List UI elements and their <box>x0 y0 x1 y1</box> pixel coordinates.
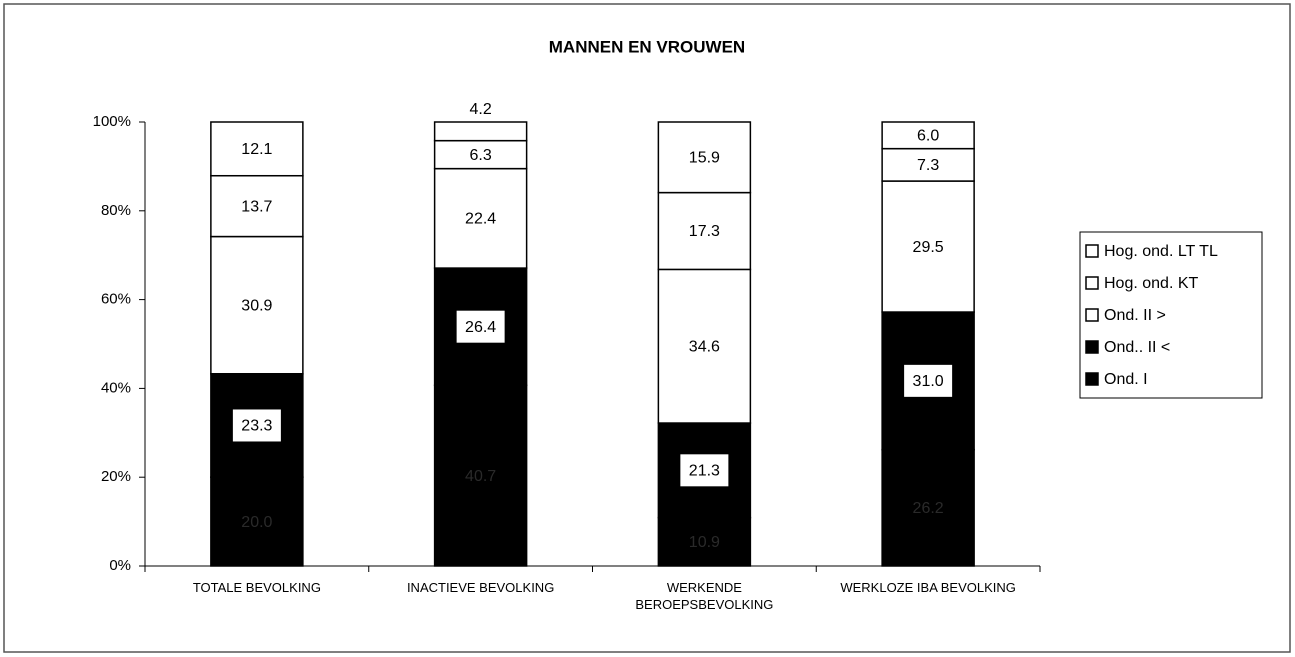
data-label: 34.6 <box>689 338 720 355</box>
legend-swatch <box>1085 244 1099 258</box>
data-label: 13.7 <box>241 198 272 215</box>
data-label: 12.1 <box>241 141 272 158</box>
bar-segment <box>433 167 528 269</box>
legend-label: Hog. ond. LT TL <box>1104 243 1218 260</box>
y-tick-label: 20% <box>101 468 131 485</box>
data-label: 26.2 <box>913 500 944 517</box>
bar-segment <box>657 191 752 271</box>
label-box <box>232 409 281 442</box>
y-tick-label: 100% <box>93 113 131 130</box>
data-label: 10.9 <box>689 534 720 551</box>
bar-segment <box>881 121 975 150</box>
chart-title: MANNEN EN VROUWEN <box>549 37 745 56</box>
data-label: 29.5 <box>913 239 944 256</box>
legend-swatch <box>1085 340 1099 354</box>
bar-segment <box>881 147 975 182</box>
legend-label: Ond. I <box>1104 371 1148 388</box>
y-tick-label: 40% <box>101 379 131 396</box>
bar-segment <box>210 476 304 567</box>
y-tick-label: 80% <box>101 202 131 219</box>
bar-segment <box>657 268 752 424</box>
bar-segment <box>210 121 304 177</box>
legend-label: Ond. II > <box>1104 307 1166 324</box>
bar-segment <box>433 121 528 142</box>
data-label: 7.3 <box>917 157 939 174</box>
data-label: 6.3 <box>470 147 492 164</box>
bar-segment <box>881 180 975 313</box>
legend-label: Hog. ond. KT <box>1104 275 1199 292</box>
bar-segment <box>433 384 528 567</box>
legend-swatch <box>1085 276 1099 290</box>
data-label: 30.9 <box>241 297 272 314</box>
x-tick-label: WERKLOZE IBA BEVOLKING <box>840 580 1016 595</box>
legend-box <box>1079 231 1263 399</box>
data-label: 6.0 <box>917 128 939 145</box>
y-tick-label: 0% <box>109 557 131 574</box>
data-label: 22.4 <box>465 211 496 228</box>
frame <box>3 3 1291 653</box>
data-label: 40.7 <box>465 468 496 485</box>
data-label: 4.2 <box>470 101 492 118</box>
bar-segment <box>657 121 752 194</box>
x-tick-label: INACTIEVE BEVOLKING <box>406 580 555 595</box>
data-label: 17.3 <box>689 223 720 240</box>
label-box <box>456 310 505 343</box>
data-label: 26.4 <box>465 319 496 336</box>
bar-segment <box>433 139 528 170</box>
data-label: 21.3 <box>689 463 720 480</box>
y-tick-label: 60% <box>101 291 131 308</box>
data-label: 31.0 <box>913 373 944 390</box>
data-label: 20.0 <box>241 514 272 531</box>
bar-segment <box>881 448 975 567</box>
label-box <box>680 454 729 487</box>
x-tick-label: TOTALE BEVOLKING <box>192 580 321 595</box>
data-label: 15.9 <box>689 150 720 167</box>
legend-swatch <box>1085 308 1099 322</box>
data-label: 23.3 <box>241 418 272 435</box>
bar-segment <box>210 174 304 238</box>
x-tick-label: WERKENDE BEROEPSBEVOLKING <box>635 580 774 612</box>
label-box <box>904 364 953 397</box>
legend-swatch <box>1085 372 1099 386</box>
legend-label: Ond.. II < <box>1104 339 1170 356</box>
bar-segment <box>210 235 304 375</box>
